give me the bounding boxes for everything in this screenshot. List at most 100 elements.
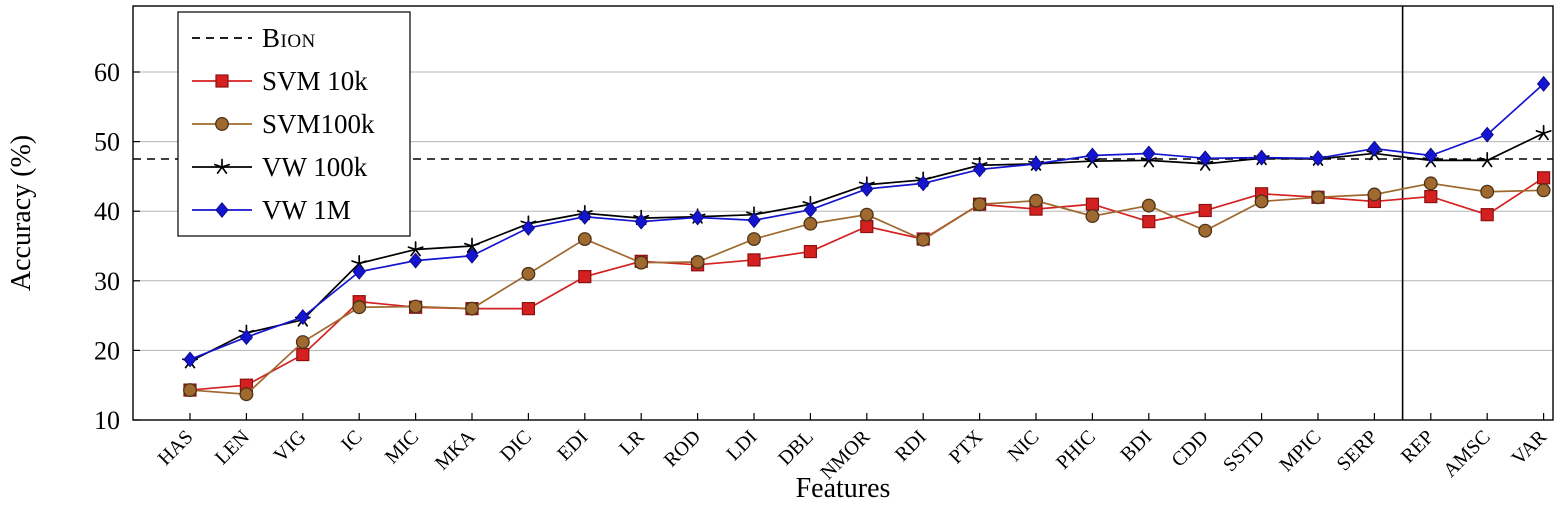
marker-circle: [1367, 187, 1382, 202]
marker-circle: [215, 117, 229, 131]
marker-circle: [352, 300, 367, 315]
marker-star: [464, 237, 480, 253]
marker-diamond: [1480, 126, 1494, 143]
x-tick-label-amsc: AMSC: [1439, 426, 1495, 482]
marker-square: [1424, 189, 1438, 204]
marker-circle: [747, 232, 761, 246]
marker-square: [1142, 215, 1156, 229]
x-tick-label-sstd: SSTD: [1219, 426, 1269, 476]
x-tick-label-cdd: CDD: [1167, 426, 1212, 471]
marker-diamond: [215, 202, 229, 218]
y-tick-label: 30: [94, 267, 120, 296]
marker-square: [747, 253, 761, 267]
marker-diamond: [1142, 145, 1156, 162]
marker-circle: [690, 255, 705, 269]
marker-circle: [408, 299, 423, 314]
marker-circle: [1029, 193, 1043, 208]
plot-border: [132, 5, 1554, 421]
marker-diamond: [1367, 140, 1382, 157]
x-tick-label-len: LEN: [211, 426, 254, 469]
x-tick-label-mpic: MPIC: [1275, 426, 1325, 476]
marker-star: [214, 158, 230, 174]
x-tick-label-dic: DIC: [496, 426, 536, 466]
marker-diamond: [747, 212, 761, 229]
marker-diamond: [1424, 147, 1438, 164]
marker-diamond: [1198, 150, 1212, 167]
x-tick-label-phic: PHIC: [1052, 426, 1100, 474]
legend-item-vw-1m: VW 1M: [192, 195, 351, 225]
marker-diamond: [352, 263, 366, 280]
x-tick-label-lr: LR: [615, 426, 649, 460]
marker-star: [1535, 124, 1552, 141]
marker-circle: [803, 216, 818, 231]
marker-square: [803, 244, 818, 259]
marker-diamond: [1254, 149, 1269, 166]
marker-circle: [1254, 194, 1269, 209]
y-tick-label: 60: [94, 58, 120, 87]
x-tick-label-ldi: LDI: [722, 426, 761, 465]
legend-item-vw-100k: VW 100k: [192, 152, 368, 182]
x-tick-label-edi: EDI: [553, 426, 592, 465]
x-tick-label-nic: NIC: [1004, 426, 1044, 466]
y-axis-label: Accuracy (%): [6, 135, 37, 291]
marker-square: [1480, 208, 1494, 222]
x-tick-label-rod: ROD: [660, 426, 705, 471]
marker-circle: [577, 232, 592, 246]
marker-diamond: [1536, 75, 1551, 92]
x-tick-label-mic: MIC: [381, 426, 423, 468]
x-tick-label-vig: VIG: [270, 426, 311, 467]
marker-diamond: [803, 201, 818, 218]
marker-diamond: [465, 247, 479, 264]
marker-square: [215, 74, 229, 88]
series-svm100k: [183, 176, 1551, 402]
marker-diamond: [1085, 147, 1100, 164]
legend-label: SVM 10k: [262, 66, 368, 96]
marker-diamond: [972, 161, 987, 178]
y-tick-label: 40: [94, 197, 120, 226]
marker-star: [1479, 152, 1496, 168]
marker-diamond: [578, 208, 592, 225]
marker-circle: [521, 266, 536, 281]
legend-label: VW 1M: [262, 195, 351, 225]
marker-circle: [972, 197, 987, 212]
marker-star: [407, 241, 424, 257]
legend: Bion SVM 10k SVM100k VW 100k VW 1M: [177, 11, 411, 237]
marker-circle: [295, 335, 310, 349]
marker-square: [1536, 171, 1551, 185]
legend-item-svm-10k: SVM 10k: [192, 66, 368, 96]
marker-circle: [1198, 223, 1213, 238]
marker-circle: [1536, 183, 1551, 198]
marker-diamond: [634, 213, 648, 230]
marker-square: [521, 302, 536, 316]
marker-square: [1198, 203, 1212, 218]
marker-square: [860, 219, 874, 234]
y-tick-label: 50: [94, 128, 120, 157]
marker-diamond: [521, 219, 536, 236]
x-tick-label-serp: SERP: [1333, 426, 1382, 475]
legend-label: SVM100k: [262, 109, 375, 139]
x-tick-label-has: HAS: [154, 426, 198, 470]
legend-label: Bion: [262, 23, 316, 53]
marker-circle: [916, 232, 931, 247]
marker-diamond: [408, 252, 423, 269]
marker-diamond: [860, 180, 874, 197]
marker-circle: [1141, 198, 1156, 213]
marker-circle: [239, 387, 254, 402]
legend-item-svm100k: SVM100k: [192, 109, 375, 139]
x-tick-label-rep: REP: [1397, 426, 1438, 467]
marker-diamond: [1029, 155, 1043, 172]
marker-square: [1085, 197, 1100, 211]
y-tick-label: 20: [94, 336, 120, 365]
x-tick-label-dbl: DBL: [774, 426, 818, 470]
marker-diamond: [183, 351, 197, 368]
series-vw-1m: [183, 75, 1551, 368]
marker-circle: [634, 255, 649, 270]
marker-circle: [1085, 209, 1100, 224]
x-tick-label-bdi: BDI: [1116, 426, 1156, 466]
marker-circle: [1311, 190, 1325, 205]
marker-diamond: [296, 309, 310, 325]
marker-diamond: [690, 209, 705, 226]
x-tick-label-var: VAR: [1508, 426, 1552, 470]
